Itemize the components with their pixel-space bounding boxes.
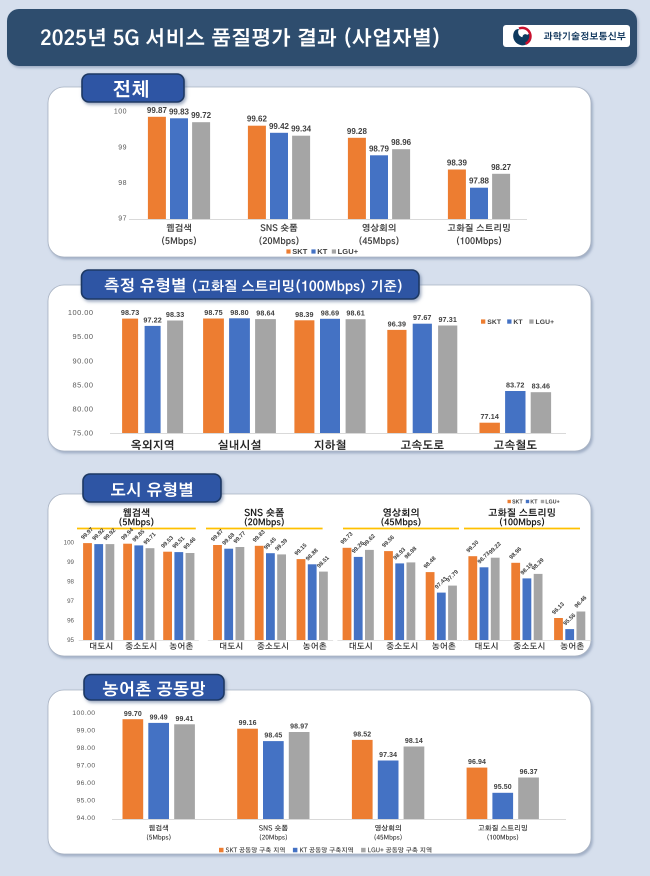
svg-text:95.00: 95.00 [73, 332, 94, 341]
svg-text:97.00: 97.00 [76, 762, 95, 769]
svg-text:99.87: 99.87 [147, 106, 168, 115]
svg-text:83.46: 83.46 [532, 382, 551, 391]
svg-text:99.42: 99.42 [269, 122, 290, 131]
svg-text:98.45: 98.45 [264, 733, 282, 740]
svg-text:77.14: 77.14 [480, 412, 499, 421]
svg-text:97.22: 97.22 [143, 315, 162, 324]
svg-text:99.62: 99.62 [247, 115, 268, 124]
svg-text:99: 99 [67, 559, 74, 566]
svg-text:97: 97 [67, 598, 74, 605]
svg-text:97: 97 [118, 216, 127, 223]
svg-text:99.34: 99.34 [291, 125, 312, 134]
svg-text:98.75: 98.75 [204, 308, 223, 317]
svg-text:98.96: 98.96 [391, 138, 412, 147]
svg-text:95.00: 95.00 [76, 797, 95, 804]
svg-text:98.14: 98.14 [405, 738, 423, 745]
svg-text:SKT: SKT [487, 319, 502, 326]
svg-text:98.64: 98.64 [256, 309, 275, 318]
svg-text:98.39: 98.39 [447, 159, 468, 168]
svg-text:99: 99 [118, 144, 127, 151]
svg-text:SKT: SKT [512, 499, 523, 505]
svg-text:96.94: 96.94 [468, 759, 486, 766]
svg-text:80.00: 80.00 [73, 405, 94, 414]
svg-text:83.72: 83.72 [506, 381, 525, 390]
svg-text:99.49: 99.49 [150, 714, 168, 721]
svg-text:99.41: 99.41 [175, 716, 193, 723]
svg-text:100: 100 [64, 540, 75, 547]
svg-text:85.00: 85.00 [73, 380, 94, 389]
svg-text:97.67: 97.67 [413, 313, 432, 322]
svg-text:98.27: 98.27 [491, 163, 512, 172]
svg-text:98.33: 98.33 [166, 310, 185, 319]
svg-text:98.52: 98.52 [353, 731, 371, 738]
svg-text:98.80: 98.80 [230, 308, 249, 317]
svg-text:100.00: 100.00 [72, 710, 95, 717]
svg-text:99.70: 99.70 [124, 711, 142, 718]
svg-text:98.61: 98.61 [346, 309, 365, 318]
svg-text:SKT: SKT [292, 247, 308, 256]
svg-text:94.00: 94.00 [76, 815, 95, 822]
svg-text:95.50: 95.50 [494, 784, 512, 791]
svg-text:98: 98 [118, 180, 127, 187]
svg-text:98.69: 98.69 [321, 308, 340, 317]
svg-text:99.00: 99.00 [76, 727, 95, 734]
svg-text:97.34: 97.34 [379, 752, 397, 759]
svg-text:95: 95 [67, 637, 74, 644]
svg-text:99.83: 99.83 [169, 107, 190, 116]
svg-text:KT: KT [530, 499, 538, 505]
svg-text:LGU+: LGU+ [338, 247, 359, 256]
svg-text:LGU+: LGU+ [545, 499, 559, 505]
svg-text:97.88: 97.88 [469, 177, 490, 186]
svg-text:KT: KT [513, 319, 523, 326]
svg-text:KT: KT [317, 247, 328, 256]
svg-text:100.00: 100.00 [68, 308, 94, 317]
svg-text:75.00: 75.00 [73, 429, 94, 438]
svg-text:96: 96 [67, 618, 74, 625]
svg-text:98.97: 98.97 [290, 724, 308, 731]
svg-text:98.00: 98.00 [76, 745, 95, 752]
svg-text:97.31: 97.31 [438, 315, 457, 324]
svg-text:99.16: 99.16 [239, 720, 257, 727]
svg-text:90.00: 90.00 [73, 356, 94, 365]
svg-text:96.37: 96.37 [520, 769, 538, 776]
svg-text:98.73: 98.73 [121, 308, 140, 317]
svg-text:99.72: 99.72 [191, 111, 212, 120]
svg-text:96.39: 96.39 [388, 319, 407, 328]
svg-text:99.28: 99.28 [347, 127, 368, 136]
svg-text:LGU+: LGU+ [536, 319, 555, 326]
svg-text:96.00: 96.00 [76, 780, 95, 787]
svg-text:100: 100 [114, 109, 127, 116]
svg-text:98: 98 [67, 579, 74, 586]
svg-text:98.39: 98.39 [295, 310, 314, 319]
svg-text:98.79: 98.79 [369, 144, 390, 153]
